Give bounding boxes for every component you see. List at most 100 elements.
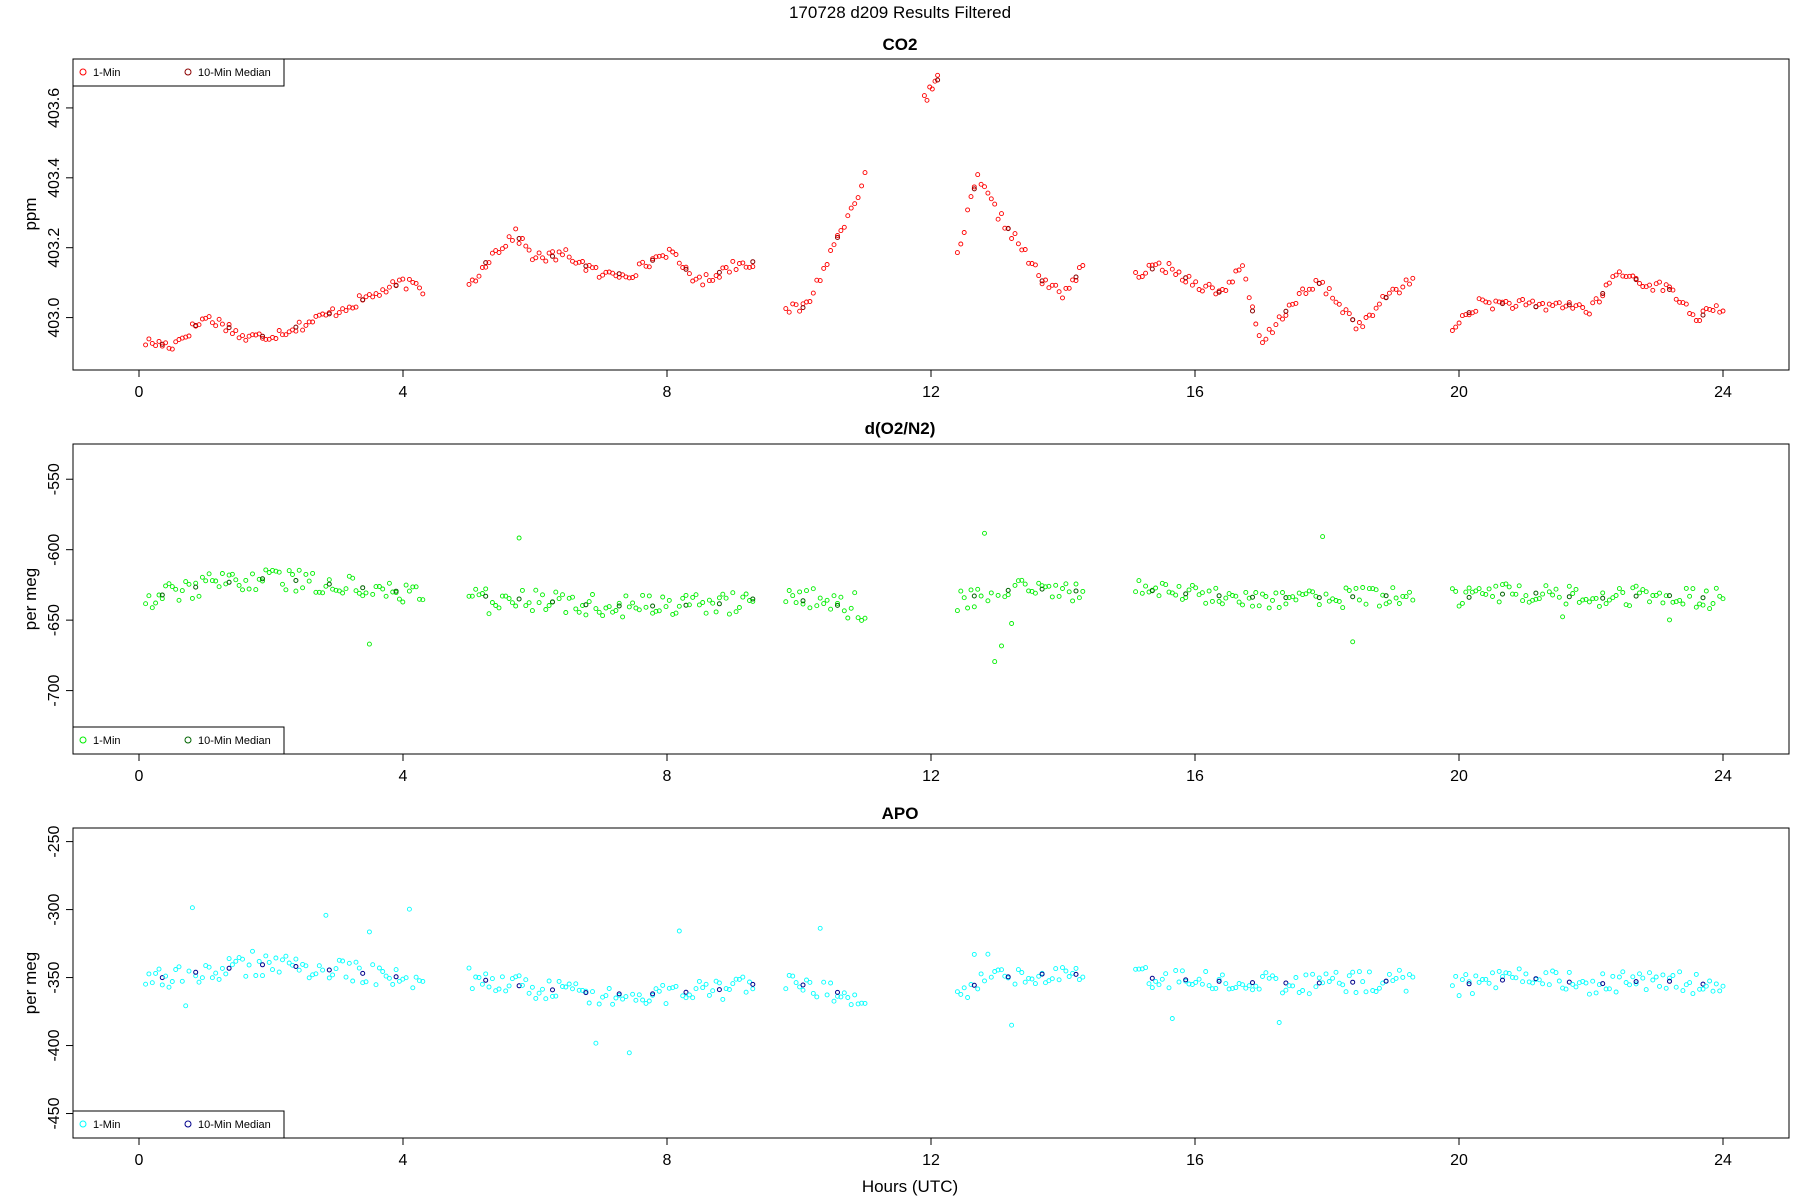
point-1min-co2-3-0 bbox=[921, 93, 927, 99]
point-1min-co2-5-34 bbox=[1246, 295, 1252, 301]
point-1min-apo-0-78 bbox=[403, 975, 409, 981]
point-1min-co2-0-7 bbox=[166, 345, 172, 351]
point-1min-apo-0-54 bbox=[323, 912, 329, 918]
point-median-co2-4-15 bbox=[1005, 226, 1011, 232]
point-1min-apo-0-80 bbox=[410, 985, 416, 991]
point-1min-co2-1-85 bbox=[750, 264, 756, 270]
point-1min-o2n2-1-44 bbox=[613, 608, 619, 613]
point-1min-o2n2-1-18 bbox=[526, 600, 532, 606]
point-1min-o2n2-4-62 bbox=[1340, 605, 1346, 611]
point-1min-apo-4-30 bbox=[1233, 985, 1239, 991]
point-1min-o2n2-0-25 bbox=[226, 572, 232, 578]
point-1min-o2n2-5-63 bbox=[1660, 600, 1666, 606]
point-1min-apo-0-67 bbox=[366, 929, 372, 935]
point-1min-apo-0-74 bbox=[390, 981, 396, 987]
point-1min-co2-6-11 bbox=[1486, 300, 1492, 306]
point-1min-apo-0-39 bbox=[273, 955, 279, 961]
point-1min-o2n2-1-64 bbox=[680, 595, 686, 601]
ytick-label-co2-3: 403.6 bbox=[46, 88, 63, 128]
point-1min-apo-5-28 bbox=[1543, 970, 1549, 976]
point-median-apo-4-5 bbox=[1149, 975, 1155, 981]
point-1min-co2-5-51 bbox=[1303, 291, 1309, 296]
point-1min-o2n2-1-69 bbox=[696, 602, 702, 608]
point-1min-co2-6-57 bbox=[1640, 284, 1646, 289]
point-1min-apo-4-27 bbox=[1223, 981, 1229, 987]
point-1min-o2n2-4-76 bbox=[1386, 599, 1392, 605]
point-1min-co2-0-8 bbox=[169, 346, 175, 352]
point-1min-o2n2-1-12 bbox=[506, 596, 512, 601]
point-1min-apo-0-8 bbox=[169, 979, 175, 984]
point-1min-o2n2-3-7 bbox=[978, 593, 984, 599]
point-1min-co2-0-19 bbox=[206, 314, 212, 320]
point-1min-co2-0-27 bbox=[233, 328, 239, 334]
point-1min-apo-1-85 bbox=[750, 986, 756, 992]
point-1min-apo-0-73 bbox=[386, 975, 392, 981]
point-1min-o2n2-5-46 bbox=[1603, 601, 1609, 607]
point-1min-apo-4-22 bbox=[1206, 983, 1212, 989]
point-1min-o2n2-3-28 bbox=[1049, 594, 1055, 600]
point-median-o2n2-5-75 bbox=[1700, 595, 1706, 601]
point-1min-apo-4-45 bbox=[1283, 987, 1289, 993]
point-1min-co2-6-38 bbox=[1576, 302, 1582, 308]
point-1min-o2n2-4-20 bbox=[1199, 590, 1205, 596]
point-1min-co2-5-17 bbox=[1189, 282, 1195, 288]
point-1min-co2-5-18 bbox=[1193, 279, 1199, 285]
point-1min-apo-4-58 bbox=[1326, 979, 1332, 984]
point-1min-apo-0-58 bbox=[336, 957, 342, 963]
point-1min-co2-5-78 bbox=[1393, 286, 1399, 292]
legend-co2: 1-Min 10-Min Median bbox=[72, 58, 285, 87]
point-median-apo-0-15 bbox=[193, 969, 199, 975]
point-1min-o2n2-0-82 bbox=[417, 596, 422, 602]
point-1min-apo-5-45 bbox=[1600, 971, 1606, 977]
point-median-o2n2-1-45 bbox=[616, 603, 622, 609]
point-1min-apo-5-53 bbox=[1627, 982, 1632, 988]
point-1min-co2-1-35 bbox=[583, 267, 589, 273]
point-1min-apo-2-12 bbox=[824, 992, 830, 998]
point-1min-apo-3-3 bbox=[965, 995, 971, 1000]
point-1min-apo-3-17 bbox=[1012, 981, 1018, 987]
point-1min-co2-5-46 bbox=[1286, 302, 1292, 308]
point-median-co2-6-35 bbox=[1566, 302, 1572, 308]
point-1min-o2n2-3-26 bbox=[1043, 584, 1048, 590]
point-1min-apo-4-78 bbox=[1393, 975, 1399, 981]
xtick-label-o2n2-16: 16 bbox=[1186, 768, 1204, 785]
point-1min-o2n2-4-33 bbox=[1243, 589, 1249, 595]
point-1min-co2-0-16 bbox=[196, 322, 202, 328]
xtick-label-co2-24: 24 bbox=[1714, 384, 1732, 401]
point-1min-o2n2-1-0 bbox=[466, 593, 472, 599]
point-1min-apo-0-5 bbox=[159, 982, 165, 988]
point-median-apo-4-15 bbox=[1183, 977, 1189, 983]
point-1min-apo-1-28 bbox=[560, 984, 565, 989]
point-1min-o2n2-4-29 bbox=[1230, 593, 1235, 598]
point-1min-apo-4-60 bbox=[1333, 969, 1339, 975]
point-1min-co2-3-5 bbox=[935, 72, 941, 78]
point-1min-apo-5-43 bbox=[1593, 990, 1599, 996]
point-1min-apo-3-19 bbox=[1019, 970, 1025, 975]
point-1min-co2-5-62 bbox=[1340, 310, 1346, 316]
point-1min-co2-6-45 bbox=[1600, 293, 1606, 299]
point-1min-o2n2-4-40 bbox=[1266, 605, 1272, 611]
point-1min-apo-4-63 bbox=[1343, 989, 1349, 995]
point-1min-o2n2-5-16 bbox=[1503, 581, 1509, 587]
point-median-apo-5-65 bbox=[1667, 978, 1672, 984]
point-1min-apo-5-22 bbox=[1523, 971, 1529, 977]
point-1min-o2n2-0-78 bbox=[403, 582, 409, 588]
point-1min-co2-4-10 bbox=[988, 196, 994, 202]
point-median-o2n2-2-15 bbox=[835, 602, 840, 608]
point-1min-o2n2-2-23 bbox=[862, 615, 868, 621]
point-1min-co2-0-21 bbox=[213, 323, 219, 329]
point-1min-o2n2-5-1 bbox=[1453, 588, 1459, 594]
point-1min-apo-4-33 bbox=[1243, 985, 1249, 991]
point-1min-apo-5-10 bbox=[1483, 976, 1489, 982]
legend-marker-median-o2n2 bbox=[184, 736, 192, 744]
point-1min-co2-2-13 bbox=[828, 248, 834, 253]
point-median-o2n2-3-35 bbox=[1073, 588, 1079, 594]
legend-box-o2n2 bbox=[72, 726, 285, 755]
point-1min-co2-5-20 bbox=[1199, 288, 1205, 294]
point-1min-o2n2-5-48 bbox=[1610, 595, 1616, 601]
point-1min-o2n2-0-12 bbox=[183, 579, 189, 585]
point-median-apo-5-15 bbox=[1500, 977, 1505, 983]
point-1min-o2n2-0-50 bbox=[310, 570, 316, 576]
point-1min-o2n2-4-27 bbox=[1223, 595, 1229, 601]
point-1min-o2n2-4-24 bbox=[1213, 585, 1219, 591]
